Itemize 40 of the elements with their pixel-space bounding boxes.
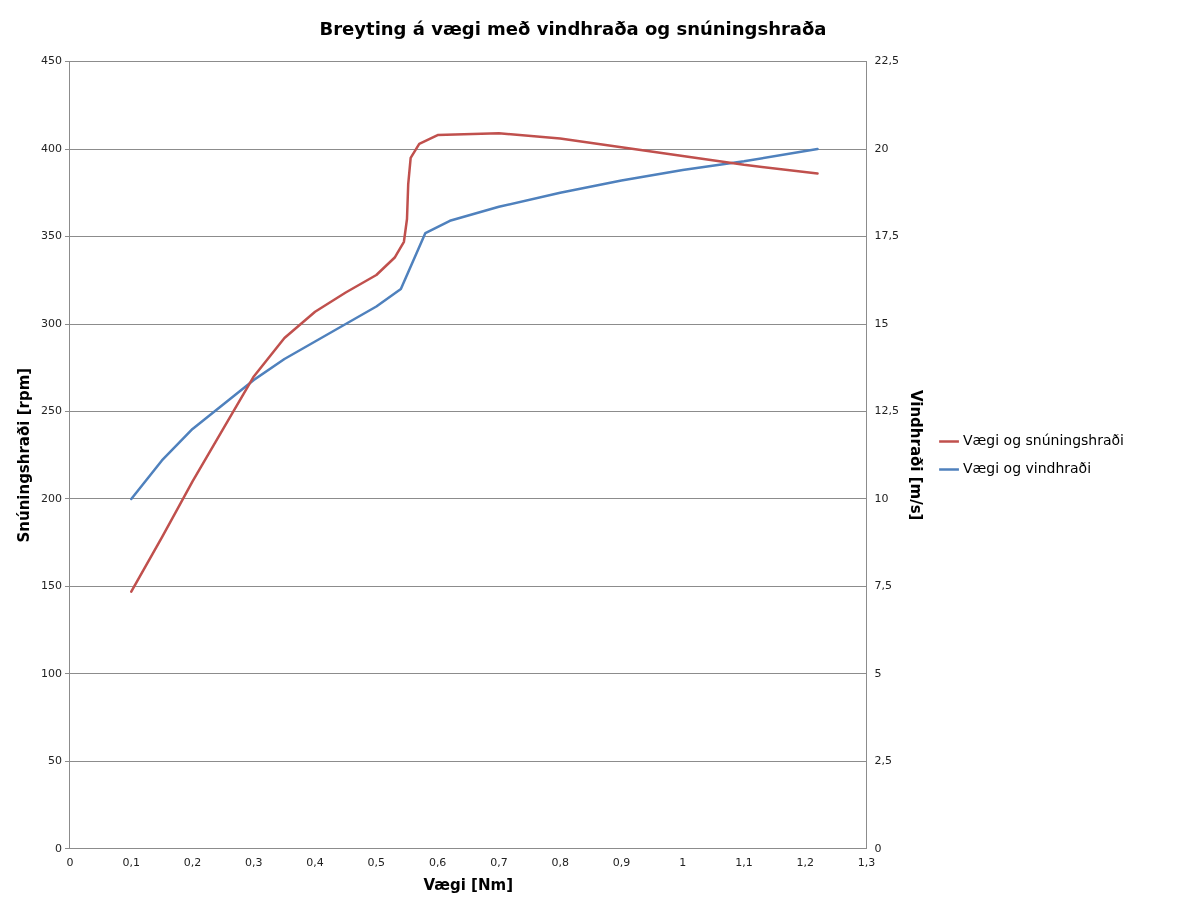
- x-tick-label: 0,7: [490, 856, 508, 870]
- y2-tick-label: 20: [874, 141, 889, 155]
- x-tick-label: 1,1: [735, 856, 753, 870]
- chart-title: Breyting á vægi með vindhraða og snúningshraða: [319, 18, 827, 40]
- y2-tick-label: 22,5: [874, 54, 900, 68]
- x-tick-label: 0,2: [183, 856, 202, 870]
- x-tick-label: 0,5: [367, 856, 386, 870]
- x-tick-label: 0,8: [551, 856, 569, 870]
- y-tick-label: 400: [41, 141, 62, 155]
- y2-tick-label: 10: [874, 491, 889, 505]
- y-tick-label: 100: [41, 666, 62, 680]
- x-tick-label: 0: [66, 856, 74, 870]
- y-tick-label: 50: [48, 754, 62, 768]
- y2-tick-label: 5: [874, 666, 882, 680]
- y-tick-label: 450: [41, 54, 62, 68]
- y2-tick-label: 12,5: [874, 404, 900, 418]
- x-tick-label: 0,3: [245, 856, 263, 870]
- y2-tick-label: 2,5: [874, 754, 893, 768]
- x-tick-label: 0,4: [306, 856, 324, 870]
- legend-label: Vægi og vindhraði: [963, 460, 1092, 477]
- x-tick-label: 1,3: [857, 856, 876, 870]
- y2-tick-label: 17,5: [874, 229, 900, 243]
- y-tick-label: 250: [41, 404, 62, 418]
- y2-tick-label: 15: [874, 316, 889, 330]
- y-tick-label: 150: [41, 579, 62, 593]
- y-tick-label: 350: [41, 229, 62, 243]
- x-tick-label: 1: [679, 856, 687, 870]
- y2-axis-title: Vindhraði [m/s]: [907, 389, 926, 521]
- x-tick-label: 0,1: [122, 856, 141, 870]
- y2-tick-label: 7,5: [874, 579, 893, 593]
- y-tick-label: 200: [41, 491, 62, 505]
- y2-tick-label: 0: [874, 841, 882, 855]
- y-axis-title: Snúningshraði [rpm]: [14, 367, 33, 543]
- x-axis-title: Vægi [Nm]: [423, 875, 514, 894]
- y-tick-label: 300: [41, 316, 62, 330]
- y-tick-label: 0: [55, 841, 62, 855]
- legend-label: Vægi og snúningshraði: [963, 432, 1125, 449]
- x-tick-label: 1,2: [796, 856, 815, 870]
- x-tick-label: 0,6: [428, 856, 447, 870]
- x-tick-label: 0,9: [612, 856, 631, 870]
